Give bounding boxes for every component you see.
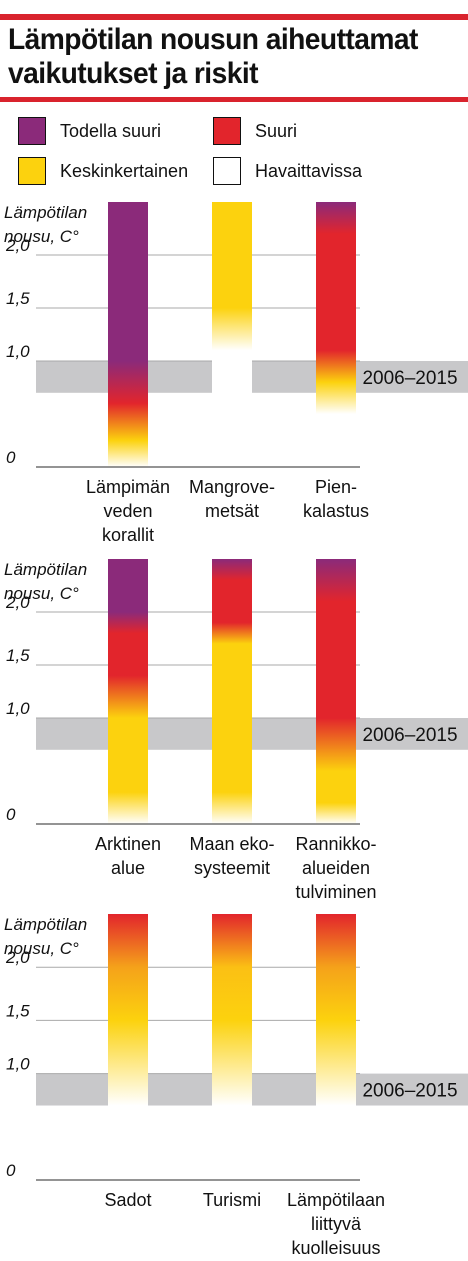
- legend-label-high: Suuri: [255, 120, 298, 141]
- chart-panel-1: Lämpötilan nousu, C° 0 1,0 1,5 2,0 2006–2015 Lä…: [4, 202, 468, 545]
- y-axis-title-line: Lämpötilan: [4, 560, 87, 579]
- category-label: veden: [103, 501, 152, 521]
- category-label: alue: [111, 858, 145, 878]
- y-tick-label: 1,5: [6, 1001, 30, 1020]
- bar: [212, 202, 252, 467]
- y-tick-label: 2,0: [5, 593, 30, 612]
- category-label: liittyvä: [311, 1214, 362, 1234]
- y-tick-label: 1,5: [6, 289, 30, 308]
- category-label: Maan eko-: [189, 834, 274, 854]
- legend-item-moderate: Keskinkertainen: [18, 156, 188, 186]
- y-axis-title-line: Lämpötilan: [4, 915, 87, 934]
- category-label: Sadot: [104, 1190, 151, 1210]
- y-tick-label: 2,0: [5, 236, 30, 255]
- y-tick-label: 1,0: [6, 342, 30, 361]
- category-label: Turismi: [203, 1190, 261, 1210]
- legend-item-high: Suuri: [213, 116, 297, 146]
- band-label: 2006–2015: [362, 368, 457, 389]
- category-label: Lämpötilaan: [287, 1190, 385, 1210]
- band-label: 2006–2015: [362, 725, 457, 746]
- legend-swatch-high: [213, 117, 241, 145]
- category-label: alueiden: [302, 858, 370, 878]
- bar: [212, 914, 252, 1180]
- category-label: kuolleisuus: [291, 1238, 380, 1258]
- bar: [108, 914, 148, 1180]
- y-axis-title-line: nousu, C°: [4, 939, 79, 958]
- chart-panel-2: Lämpötilan nousu, C° 0 1,0 1,5 2,0 2006–2015 Ar…: [4, 559, 468, 902]
- band-label: 2006–2015: [362, 1081, 457, 1102]
- category-label: metsät: [205, 501, 259, 521]
- category-label: tulviminen: [295, 882, 376, 902]
- category-label: systeemit: [194, 858, 270, 878]
- y-tick-label: 1,0: [6, 699, 30, 718]
- legend-label-detectable: Havaittavissa: [255, 160, 363, 181]
- y-tick-label: 0: [6, 448, 16, 467]
- legend-swatch-moderate: [18, 157, 46, 185]
- y-tick-label: 0: [6, 1161, 16, 1180]
- page-title: Lämpötilan nousun aiheuttamat vaikutukse…: [8, 23, 418, 90]
- category-label: Arktinen: [95, 834, 161, 854]
- y-axis-title-line: nousu, C°: [4, 584, 79, 603]
- bar: [212, 559, 252, 824]
- bar: [108, 202, 148, 467]
- y-tick-label: 2,0: [5, 948, 30, 967]
- y-tick-label: 1,5: [6, 646, 30, 665]
- category-label: Mangrove-: [189, 477, 275, 497]
- category-label: Rannikko-: [295, 834, 376, 854]
- bar: [108, 559, 148, 824]
- legend-item-detectable: Havaittavissa: [213, 156, 362, 186]
- legend-swatch-very-high: [18, 117, 46, 145]
- category-label: Lämpimän: [86, 477, 170, 497]
- category-label: korallit: [102, 525, 154, 545]
- legend-label-very-high: Todella suuri: [60, 120, 162, 141]
- legend-label-moderate: Keskinkertainen: [60, 160, 189, 181]
- chart-panel-3: Lämpötilan nousu, C° 0 1,0 1,5 2,0 2006–2015 Sa…: [4, 914, 468, 1258]
- legend-item-very-high: Todella suuri: [18, 116, 161, 146]
- y-tick-label: 1,0: [6, 1055, 30, 1074]
- category-label: kalastus: [303, 501, 369, 521]
- bar: [316, 202, 356, 467]
- y-axis-title-line: nousu, C°: [4, 227, 79, 246]
- y-tick-label: 0: [6, 805, 16, 824]
- bar: [316, 559, 356, 824]
- header-rule-top: [0, 14, 468, 20]
- bar: [316, 914, 356, 1180]
- category-label: Pien-: [315, 477, 357, 497]
- legend-swatch-detectable: [213, 157, 241, 185]
- y-axis-title-line: Lämpötilan: [4, 203, 87, 222]
- header-rule-bottom: [0, 97, 468, 102]
